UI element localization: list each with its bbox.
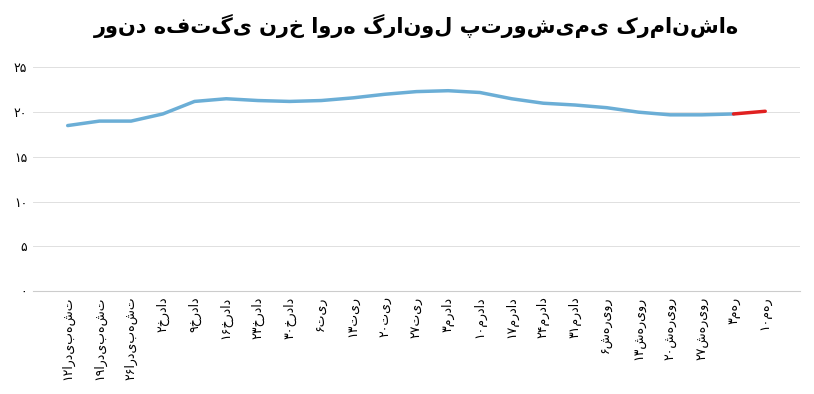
Title: روند هفتگی نرخ اوره گرانول پتروشیمی کرمانشاه: روند هفتگی نرخ اوره گرانول پتروشیمی کرما… [94, 14, 739, 38]
